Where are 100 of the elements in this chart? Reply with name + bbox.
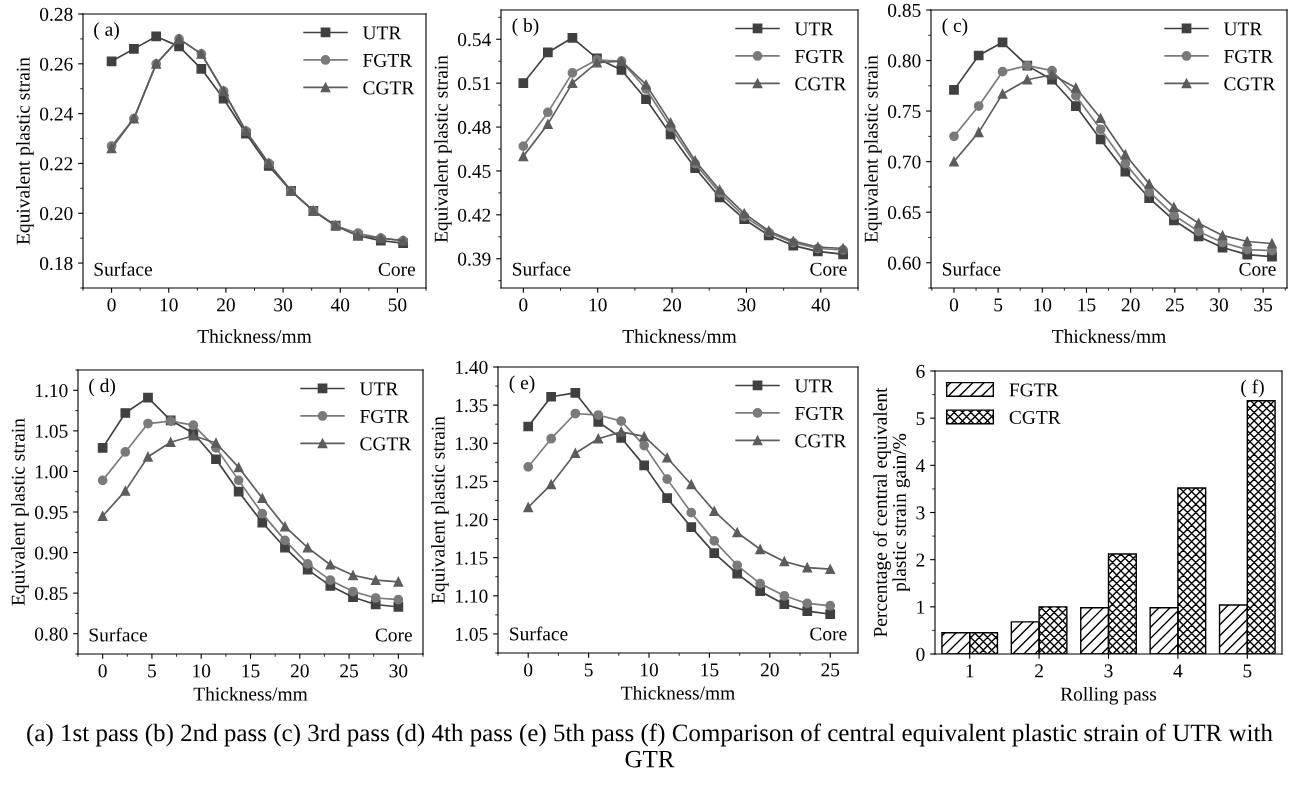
y-tick-label: 3 xyxy=(916,506,925,520)
y-axis-title: Equivalent plastic strain xyxy=(11,418,29,606)
y-tick-label: 0.95 xyxy=(34,505,68,520)
legend-label: UTR xyxy=(359,382,399,396)
x-tick-label: 10 xyxy=(1034,298,1052,312)
y-tick-label: 1.00 xyxy=(35,465,68,479)
x-tick-label: 25 xyxy=(1165,298,1184,312)
y-tick-label: 0.18 xyxy=(39,256,73,271)
x-tick-label: 25 xyxy=(340,664,359,678)
y-tick-label: 0.51 xyxy=(457,76,491,91)
x-tick-label: 2 xyxy=(1035,664,1043,678)
legend-label: UTR xyxy=(794,379,834,393)
y-tick-label: 1.05 xyxy=(455,627,488,641)
y-tick-label: 0.28 xyxy=(39,7,73,22)
x-tick-label: 0 xyxy=(524,663,533,677)
legend-label: UTR xyxy=(794,22,834,36)
legend-label: CGTR xyxy=(795,434,847,448)
y-tick-label: 1.35 xyxy=(455,399,488,413)
y-tick-label: 6 xyxy=(916,364,925,378)
x-tick-label: 15 xyxy=(701,663,719,677)
x-tick-label: 0 xyxy=(107,298,116,312)
y-axis-title: Equivalent plastic strain xyxy=(434,55,452,243)
x-tick-label: 40 xyxy=(811,298,830,312)
annotation: Core xyxy=(375,628,412,642)
x-tick-label: 5 xyxy=(148,664,157,678)
annotation: Core xyxy=(810,627,847,641)
y-tick-label: 0.80 xyxy=(34,627,68,641)
annotation: ( c) xyxy=(942,18,968,36)
annotation: Core xyxy=(1239,262,1276,276)
x-axis-title: Thickness/mm xyxy=(1052,329,1166,343)
x-tick-label: 5 xyxy=(584,663,593,677)
x-tick-label: 0 xyxy=(949,298,959,312)
y-tick-label: 0.85 xyxy=(887,3,921,18)
annotation: ( f) xyxy=(1241,379,1264,398)
x-tick-label: 40 xyxy=(330,298,350,312)
annotation: ( d) xyxy=(89,378,116,397)
legend-label: CGTR xyxy=(795,77,847,91)
annotation: Surface xyxy=(513,261,571,276)
x-tick-label: 10 xyxy=(160,298,178,312)
y-tick-label: 1.10 xyxy=(35,384,68,398)
y-tick-label: 0.80 xyxy=(887,54,921,68)
x-tick-label: 10 xyxy=(589,298,607,312)
y-tick-label: 1.30 xyxy=(455,437,488,451)
x-tick-label: 4 xyxy=(1173,664,1183,678)
annotation: Surface xyxy=(510,626,568,641)
x-tick-label: 30 xyxy=(1210,298,1228,312)
annotation: Surface xyxy=(94,261,152,276)
y-tick-label: 0.26 xyxy=(39,57,73,71)
x-tick-label: 30 xyxy=(737,298,756,312)
y-tick-label: 0.90 xyxy=(34,546,68,560)
legend-label: UTR xyxy=(1223,22,1263,36)
annotation: Surface xyxy=(89,627,148,642)
x-tick-label: 1 xyxy=(966,664,974,678)
y-tick-label: 0 xyxy=(916,647,925,661)
y-tick-label: 0.60 xyxy=(887,256,921,270)
x-tick-label: 20 xyxy=(217,298,235,312)
y-axis-title: Equivalent plastic strain xyxy=(864,55,882,243)
x-tick-label: 15 xyxy=(242,664,260,678)
y-axis-title: Percentage of central equivalent plastic strain gain/% xyxy=(873,387,910,637)
y-tick-label: 0.85 xyxy=(34,586,68,601)
y-axis-title: Equivalent plastic strain xyxy=(431,416,449,604)
x-tick-label: 20 xyxy=(663,298,682,312)
x-tick-label: 20 xyxy=(1121,298,1140,312)
y-tick-label: 0.42 xyxy=(457,208,491,222)
legend-label: FGTR xyxy=(1224,49,1274,63)
legend-label: CGTR xyxy=(363,81,415,95)
legend-label: CGTR xyxy=(1224,77,1276,91)
legend-label: FGTR xyxy=(1009,383,1059,397)
x-tick-label: 10 xyxy=(193,664,211,678)
x-tick-label: 0 xyxy=(98,664,107,678)
y-tick-label: 1.25 xyxy=(455,475,488,489)
y-tick-label: 2 xyxy=(916,553,925,567)
x-axis-title: Thickness/mm xyxy=(197,329,312,343)
x-tick-label: 35 xyxy=(1254,298,1273,312)
legend-label: FGTR xyxy=(360,409,410,423)
x-tick-label: 0 xyxy=(519,298,528,312)
annotation: Core xyxy=(810,262,847,276)
y-tick-label: 0.20 xyxy=(39,207,73,221)
y-tick-label: 0.65 xyxy=(887,206,921,220)
x-axis-title: Thickness/mm xyxy=(621,685,735,700)
y-axis-title: Equivalent plastic strain xyxy=(16,57,34,245)
legend-label: FGTR xyxy=(363,53,413,67)
annotation: ( e) xyxy=(509,375,535,394)
x-tick-label: 25 xyxy=(821,663,840,677)
text: (a) 1st pass (b) 2nd pass (c) 3rd pass (d) 4th pass (e) 5th pass (f) Comparison of central equivalent plastic strain of UTR with GTR xyxy=(27,723,1273,768)
x-tick-label: 50 xyxy=(388,298,407,312)
y-tick-label: 0.70 xyxy=(887,155,921,169)
y-tick-label: 0.45 xyxy=(457,164,491,178)
y-tick-label: 1.20 xyxy=(455,513,488,527)
annotation: ( b) xyxy=(512,18,539,36)
x-tick-label: 20 xyxy=(760,663,779,677)
x-axis-title: Thickness/mm xyxy=(193,686,308,701)
y-tick-label: 0.75 xyxy=(887,104,921,119)
legend-label: CGTR xyxy=(1009,410,1061,424)
x-tick-label: 3 xyxy=(1104,664,1113,678)
x-axis-title: Thickness/mm xyxy=(622,329,737,343)
annotation: Core xyxy=(378,262,416,276)
y-tick-label: 0.54 xyxy=(457,33,491,47)
x-tick-label: 5 xyxy=(994,298,1003,312)
legend-label: FGTR xyxy=(795,406,845,420)
